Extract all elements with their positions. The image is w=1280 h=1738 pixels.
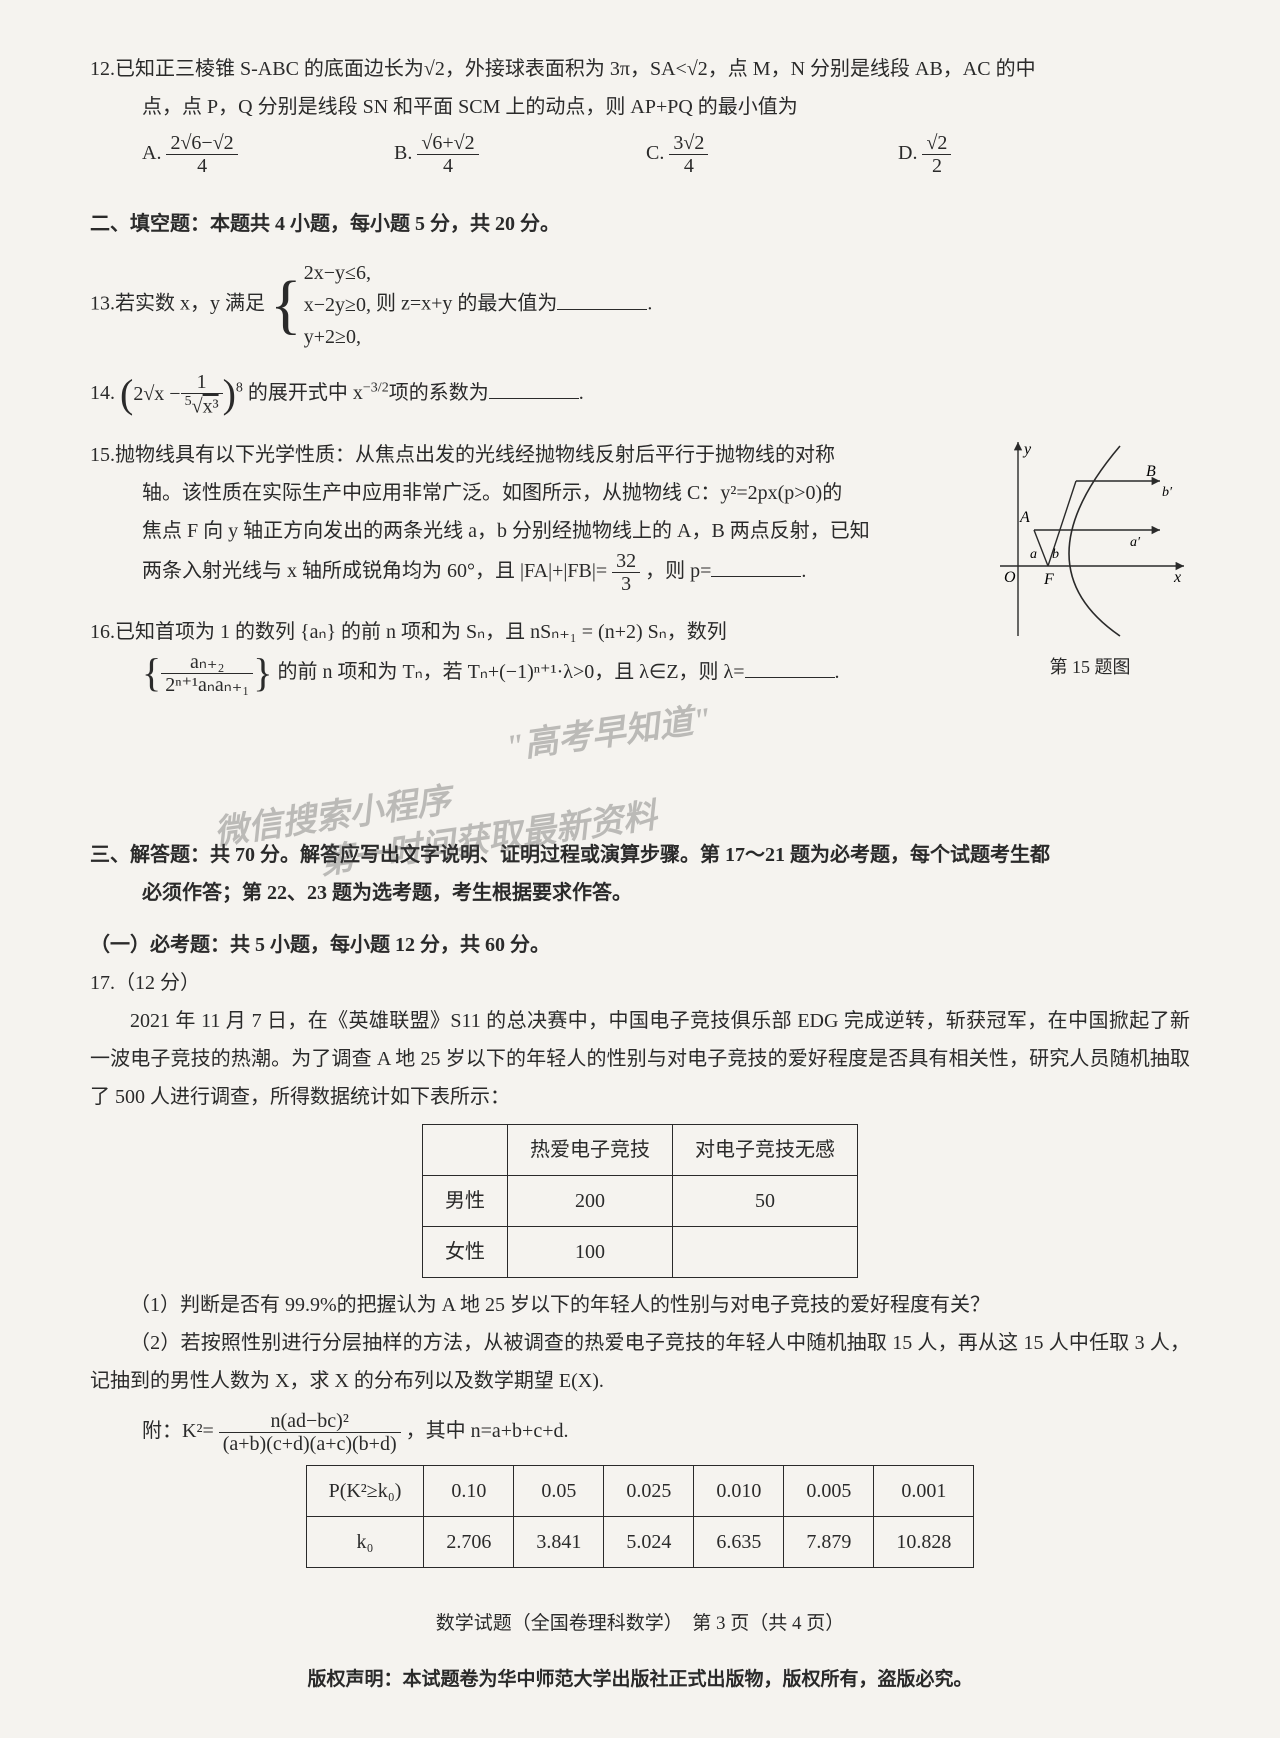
label-y: y bbox=[1022, 441, 1032, 458]
question-15: 15.抛物线具有以下光学性质：从焦点出发的光线经抛物线反射后平行于抛物线的对称 … bbox=[90, 436, 972, 595]
q17-formula: 附：K²= n(ad−bc)²(a+b)(c+d)(a+c)(b+d) ，其中 … bbox=[142, 1410, 1190, 1455]
survey-table: 热爱电子竞技 对电子竞技无感 男性 200 50 女性 100 bbox=[422, 1124, 858, 1278]
table-row: 热爱电子竞技 对电子竞技无感 bbox=[423, 1125, 858, 1176]
k-square-table: P(K²≥k₀)0.100.050.0250.0100.0050.001 k₀2… bbox=[306, 1465, 975, 1568]
label-a: a bbox=[1030, 547, 1037, 562]
copyright-notice: 版权声明：本试题卷为华中师范大学出版社正式出版物，版权所有，盗版必究。 bbox=[90, 1662, 1190, 1698]
section-2-heading: 二、填空题：本题共 4 小题，每小题 5 分，共 20 分。 bbox=[90, 205, 1190, 243]
q17-p1: 2021 年 11 月 7 日，在《英雄联盟》S11 的总决赛中，中国电子竞技俱… bbox=[90, 1002, 1190, 1116]
figure-15: y x O F A B a b a′ b′ 第 15 题图 bbox=[990, 436, 1190, 684]
label-x: x bbox=[1173, 569, 1181, 586]
question-14: 14. ( 2√x − 15√x³ ) 8 的展开式中 x−3/2项的系数为. bbox=[90, 371, 1190, 418]
table-row: 男性 200 50 bbox=[423, 1176, 858, 1227]
label-B: B bbox=[1146, 463, 1156, 480]
blank-16 bbox=[745, 656, 835, 678]
q12-choices: A. 2√6−√24 B. √6+√24 C. 3√24 D. √22 bbox=[90, 132, 1190, 177]
label-a-prime: a′ bbox=[1130, 535, 1141, 550]
q12-line1: 12.已知正三棱锥 S-ABC 的底面边长为√2，外接球表面积为 3π，SA<√… bbox=[90, 50, 1190, 88]
table-row: 女性 100 bbox=[423, 1227, 858, 1278]
question-13: 13.若实数 x，y 满足 { 2x−y≤6, x−2y≥0, y+2≥0, 则… bbox=[90, 257, 1190, 353]
subsection-required: （一）必考题：共 5 小题，每小题 12 分，共 60 分。 bbox=[90, 926, 1190, 964]
label-b: b bbox=[1052, 547, 1059, 562]
label-b-prime: b′ bbox=[1162, 485, 1173, 500]
inequality-system: { 2x−y≤6, x−2y≥0, y+2≥0, bbox=[270, 257, 371, 353]
question-12: 12.已知正三棱锥 S-ABC 的底面边长为√2，外接球表面积为 3π，SA<√… bbox=[90, 50, 1190, 177]
parabola-diagram: y x O F A B a b a′ b′ bbox=[990, 436, 1190, 646]
label-F: F bbox=[1043, 571, 1054, 588]
figure-15-caption: 第 15 题图 bbox=[990, 650, 1190, 684]
choice-c: C. 3√24 bbox=[646, 132, 898, 177]
blank-14 bbox=[489, 377, 579, 399]
q17-sub2: （2）若按照性别进行分层抽样的方法，从被调查的热爱电子竞技的年轻人中随机抽取 1… bbox=[90, 1324, 1190, 1400]
q15-q16-block: 15.抛物线具有以下光学性质：从焦点出发的光线经抛物线反射后平行于抛物线的对称 … bbox=[90, 436, 1190, 714]
section-3-heading: 三、解答题：共 70 分。解答应写出文字说明、证明过程或演算步骤。第 17～21… bbox=[90, 836, 1190, 912]
question-16: 16.已知首项为 1 的数列 {aₙ} 的前 n 项和为 Sₙ，且 nSₙ₊₁ … bbox=[90, 613, 972, 696]
table-row: k₀2.7063.8415.0246.6357.87910.828 bbox=[306, 1517, 974, 1568]
question-17: 17.（12 分） 2021 年 11 月 7 日，在《英雄联盟》S11 的总决… bbox=[90, 964, 1190, 1568]
table-row: P(K²≥k₀)0.100.050.0250.0100.0050.001 bbox=[306, 1466, 974, 1517]
choice-a: A. 2√6−√24 bbox=[142, 132, 394, 177]
label-A: A bbox=[1019, 509, 1030, 526]
label-O: O bbox=[1004, 569, 1016, 586]
q17-sub1: （1）判断是否有 99.9%的把握认为 A 地 25 岁以下的年轻人的性别与对电… bbox=[90, 1286, 1190, 1324]
blank-15 bbox=[711, 555, 801, 577]
q17-head: 17.（12 分） bbox=[90, 964, 1190, 1002]
choice-b: B. √6+√24 bbox=[394, 132, 646, 177]
blank-13 bbox=[557, 288, 647, 310]
page-footer: 数学试题（全国卷理科数学） 第 3 页（共 4 页） bbox=[90, 1606, 1190, 1642]
q12-line2: 点，点 P，Q 分别是线段 SN 和平面 SCM 上的动点，则 AP+PQ 的最… bbox=[90, 88, 1190, 126]
choice-d: D. √22 bbox=[898, 132, 1150, 177]
